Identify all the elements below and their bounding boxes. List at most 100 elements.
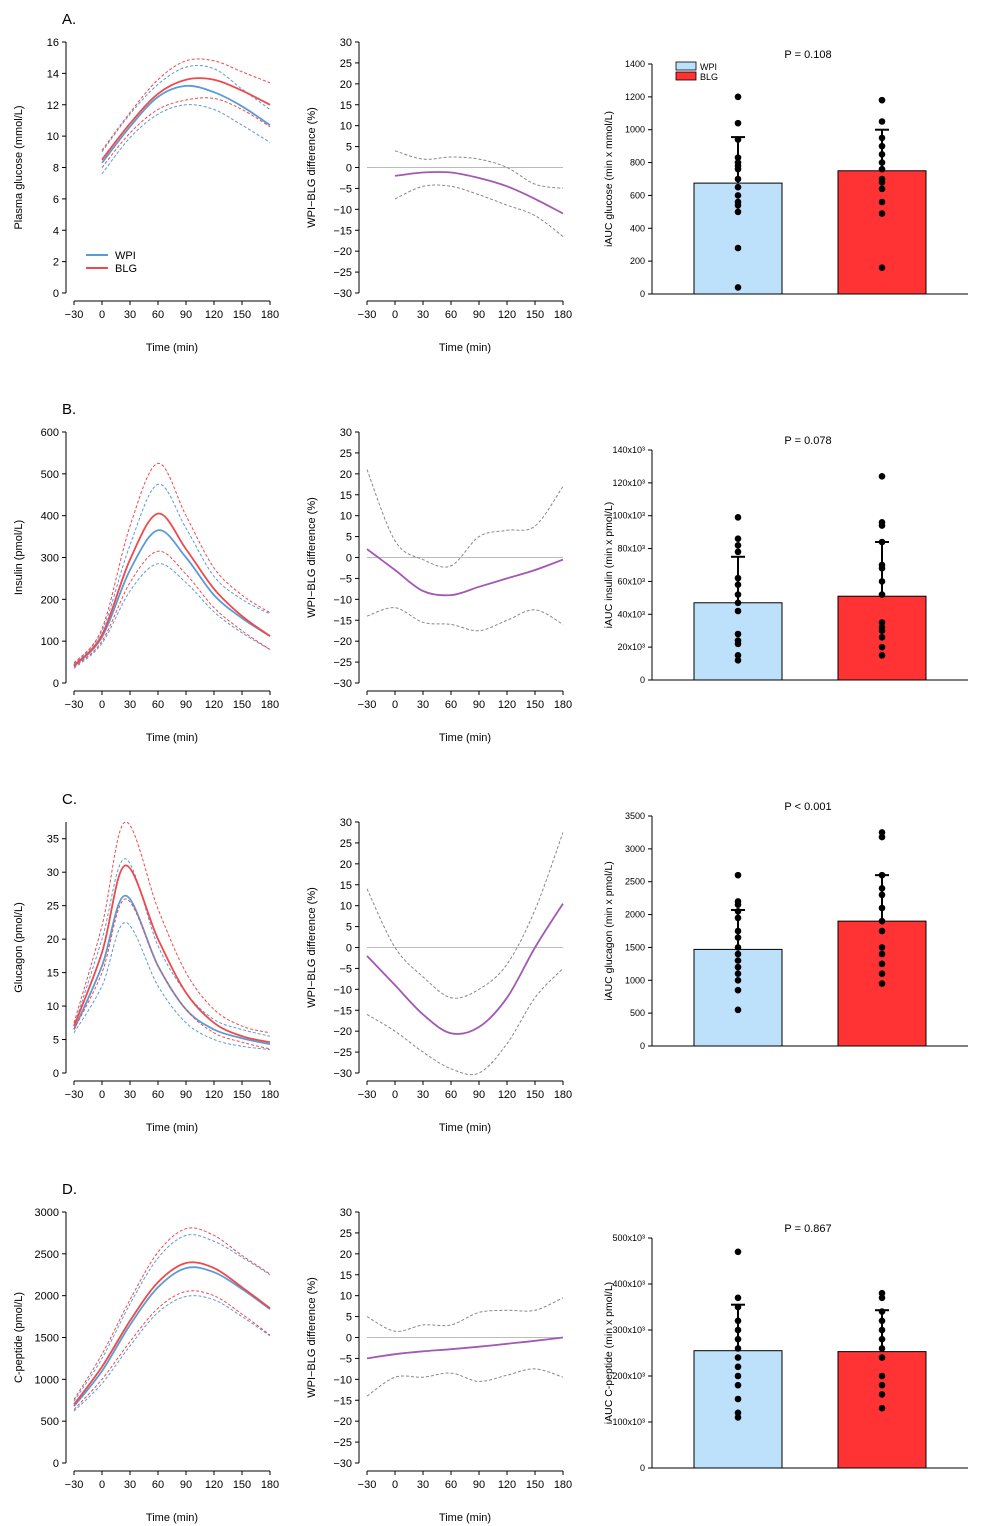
individual-data-point bbox=[878, 134, 886, 142]
bar-y-tick-label: 2000 bbox=[625, 910, 645, 920]
individual-data-point bbox=[878, 472, 886, 480]
individual-data-point bbox=[734, 1248, 742, 1256]
panel-d-difference: −30 −25 −20 −15 −10 −5 0 5 10 15 20 25 30 −30 0 30 60 90 1… bbox=[306, 1207, 572, 1524]
bar-y-axis-title: iAUC C-peptide (min x pmol/L) bbox=[603, 1282, 615, 1424]
diff-y-tick-label: 5 bbox=[346, 142, 352, 154]
curve-y-axis-title: Insulin (pmol/L) bbox=[13, 520, 25, 595]
diff-x-tick-label: 180 bbox=[554, 1089, 572, 1101]
diff-y-tick-label: 5 bbox=[346, 1312, 352, 1324]
diff-x-tick-label: 30 bbox=[417, 1479, 429, 1491]
curve-y-tick-label: 8 bbox=[53, 163, 59, 175]
blg-lower-ci bbox=[73, 1290, 271, 1410]
curve-y-tick-label: 35 bbox=[47, 834, 59, 846]
panel-label: B. bbox=[62, 401, 76, 418]
diff-x-tick-label: 180 bbox=[554, 1479, 572, 1491]
curve-y-tick-label: 1000 bbox=[35, 1374, 59, 1386]
individual-data-point bbox=[878, 950, 886, 958]
diff-y-tick-label: −15 bbox=[333, 615, 352, 627]
curve-y-tick-label: 600 bbox=[41, 427, 59, 439]
diff-y-tick-label: 25 bbox=[340, 58, 352, 70]
individual-data-point bbox=[734, 1372, 742, 1380]
diff-y-tick-label: 15 bbox=[340, 490, 352, 502]
panel-label: D. bbox=[62, 1181, 77, 1198]
curve-y-tick-label: 30 bbox=[47, 867, 59, 879]
curve-x-tick-label: 150 bbox=[233, 309, 251, 321]
curve-x-tick-label: 120 bbox=[205, 1479, 223, 1491]
bar-y-tick-label: 400x10³ bbox=[612, 1279, 645, 1289]
curve-x-tick-label: 150 bbox=[233, 699, 251, 711]
curve-x-tick-label: 180 bbox=[261, 1479, 279, 1491]
individual-data-point bbox=[878, 522, 886, 529]
bar-y-tick-label: 400 bbox=[630, 223, 645, 233]
bar-y-axis-title: iAUC glucagon (min x pmol/L) bbox=[603, 861, 615, 1000]
curve-y-tick-label: 400 bbox=[41, 511, 59, 523]
individual-data-point bbox=[878, 1294, 886, 1302]
individual-data-point bbox=[878, 970, 886, 978]
diff-y-tick-label: −20 bbox=[333, 1026, 352, 1038]
diff-y-tick-label: −25 bbox=[333, 1047, 352, 1059]
diff-y-tick-label: −10 bbox=[333, 1374, 352, 1386]
panel-b-curves: B. 0 100 200 300 400 500 600 −30 0 30 60 90 120 150 180… bbox=[13, 401, 279, 744]
bar-y-tick-label: 100x10³ bbox=[612, 511, 645, 521]
diff-x-tick-label: 150 bbox=[526, 309, 544, 321]
curve-y-tick-label: 10 bbox=[47, 1001, 59, 1013]
individual-data-point bbox=[878, 1381, 886, 1389]
bar-y-tick-label: 300x10³ bbox=[612, 1325, 645, 1335]
bar-y-tick-label: 120x10³ bbox=[612, 478, 645, 488]
diff-y-tick-label: 15 bbox=[340, 1270, 352, 1282]
diff-y-tick-label: 10 bbox=[340, 1291, 352, 1303]
individual-data-point bbox=[878, 1326, 886, 1334]
curve-x-tick-label: 60 bbox=[152, 1479, 164, 1491]
diff-x-tick-label: −30 bbox=[358, 699, 377, 711]
panel-c-bars: P < 0.001 0 500 1000 1500 2000 2500 3000 3500 iAU… bbox=[603, 801, 968, 1051]
diff-y-tick-label: −25 bbox=[333, 1437, 352, 1449]
individual-data-point bbox=[734, 871, 742, 879]
diff-x-tick-label: 120 bbox=[498, 309, 516, 321]
individual-data-point bbox=[734, 93, 742, 101]
curve-y-tick-label: 500 bbox=[41, 469, 59, 481]
diff-y-tick-label: 30 bbox=[340, 37, 352, 49]
diff-y-tick-label: −15 bbox=[333, 225, 352, 237]
blg-upper-ci bbox=[73, 1227, 271, 1400]
diff-y-tick-label: 20 bbox=[340, 79, 352, 91]
curve-x-tick-label: 0 bbox=[99, 309, 105, 321]
bar-y-tick-label: 140x10³ bbox=[612, 445, 645, 455]
individual-data-point bbox=[878, 159, 886, 166]
bar-y-tick-label: 1500 bbox=[625, 942, 645, 952]
diff-x-tick-label: 60 bbox=[445, 1479, 457, 1491]
diff-y-tick-label: 0 bbox=[346, 943, 352, 955]
bar-y-tick-label: 500 bbox=[630, 1008, 645, 1018]
individual-data-point bbox=[878, 619, 886, 626]
diff-x-tick-label: 180 bbox=[554, 699, 572, 711]
diff-x-tick-label: 150 bbox=[526, 1089, 544, 1101]
blg-lower-ci bbox=[73, 898, 271, 1050]
diff-y-tick-label: −30 bbox=[333, 1458, 352, 1470]
diff-x-tick-label: 30 bbox=[417, 699, 429, 711]
individual-data-point bbox=[734, 1345, 742, 1352]
curve-y-tick-label: 15 bbox=[47, 968, 59, 980]
blg-upper-ci bbox=[73, 821, 271, 1034]
legend-blg-bar-label: BLG bbox=[700, 72, 718, 82]
diff-y-tick-label: 5 bbox=[346, 922, 352, 934]
individual-data-point bbox=[734, 1414, 742, 1421]
individual-data-point bbox=[734, 927, 742, 935]
curve-x-tick-label: 60 bbox=[152, 309, 164, 321]
individual-data-point bbox=[734, 607, 742, 615]
curve-y-axis-title: C-peptide (pmol/L) bbox=[13, 1292, 25, 1383]
diff-y-tick-label: −30 bbox=[333, 678, 352, 690]
curve-y-tick-label: 20 bbox=[47, 934, 59, 946]
panel-b-difference: −30 −25 −20 −15 −10 −5 0 5 10 15 20 25 30 −30 0 30 60 90 1… bbox=[306, 427, 572, 744]
difference-mean-line bbox=[366, 548, 564, 597]
legend-wpi-bar-label: WPI bbox=[700, 62, 717, 72]
diff-y-tick-label: 15 bbox=[340, 880, 352, 892]
individual-data-point bbox=[878, 960, 886, 968]
diff-x-axis-title: Time (min) bbox=[439, 1122, 491, 1134]
individual-data-point bbox=[878, 652, 886, 659]
wpi-bar bbox=[693, 1350, 783, 1469]
individual-data-point bbox=[734, 1326, 742, 1334]
curve-x-tick-label: 60 bbox=[152, 699, 164, 711]
curve-x-tick-label: 30 bbox=[124, 1089, 136, 1101]
curve-x-tick-label: 120 bbox=[205, 699, 223, 711]
difference-upper-ci bbox=[366, 832, 564, 999]
wpi-bar bbox=[693, 182, 783, 295]
